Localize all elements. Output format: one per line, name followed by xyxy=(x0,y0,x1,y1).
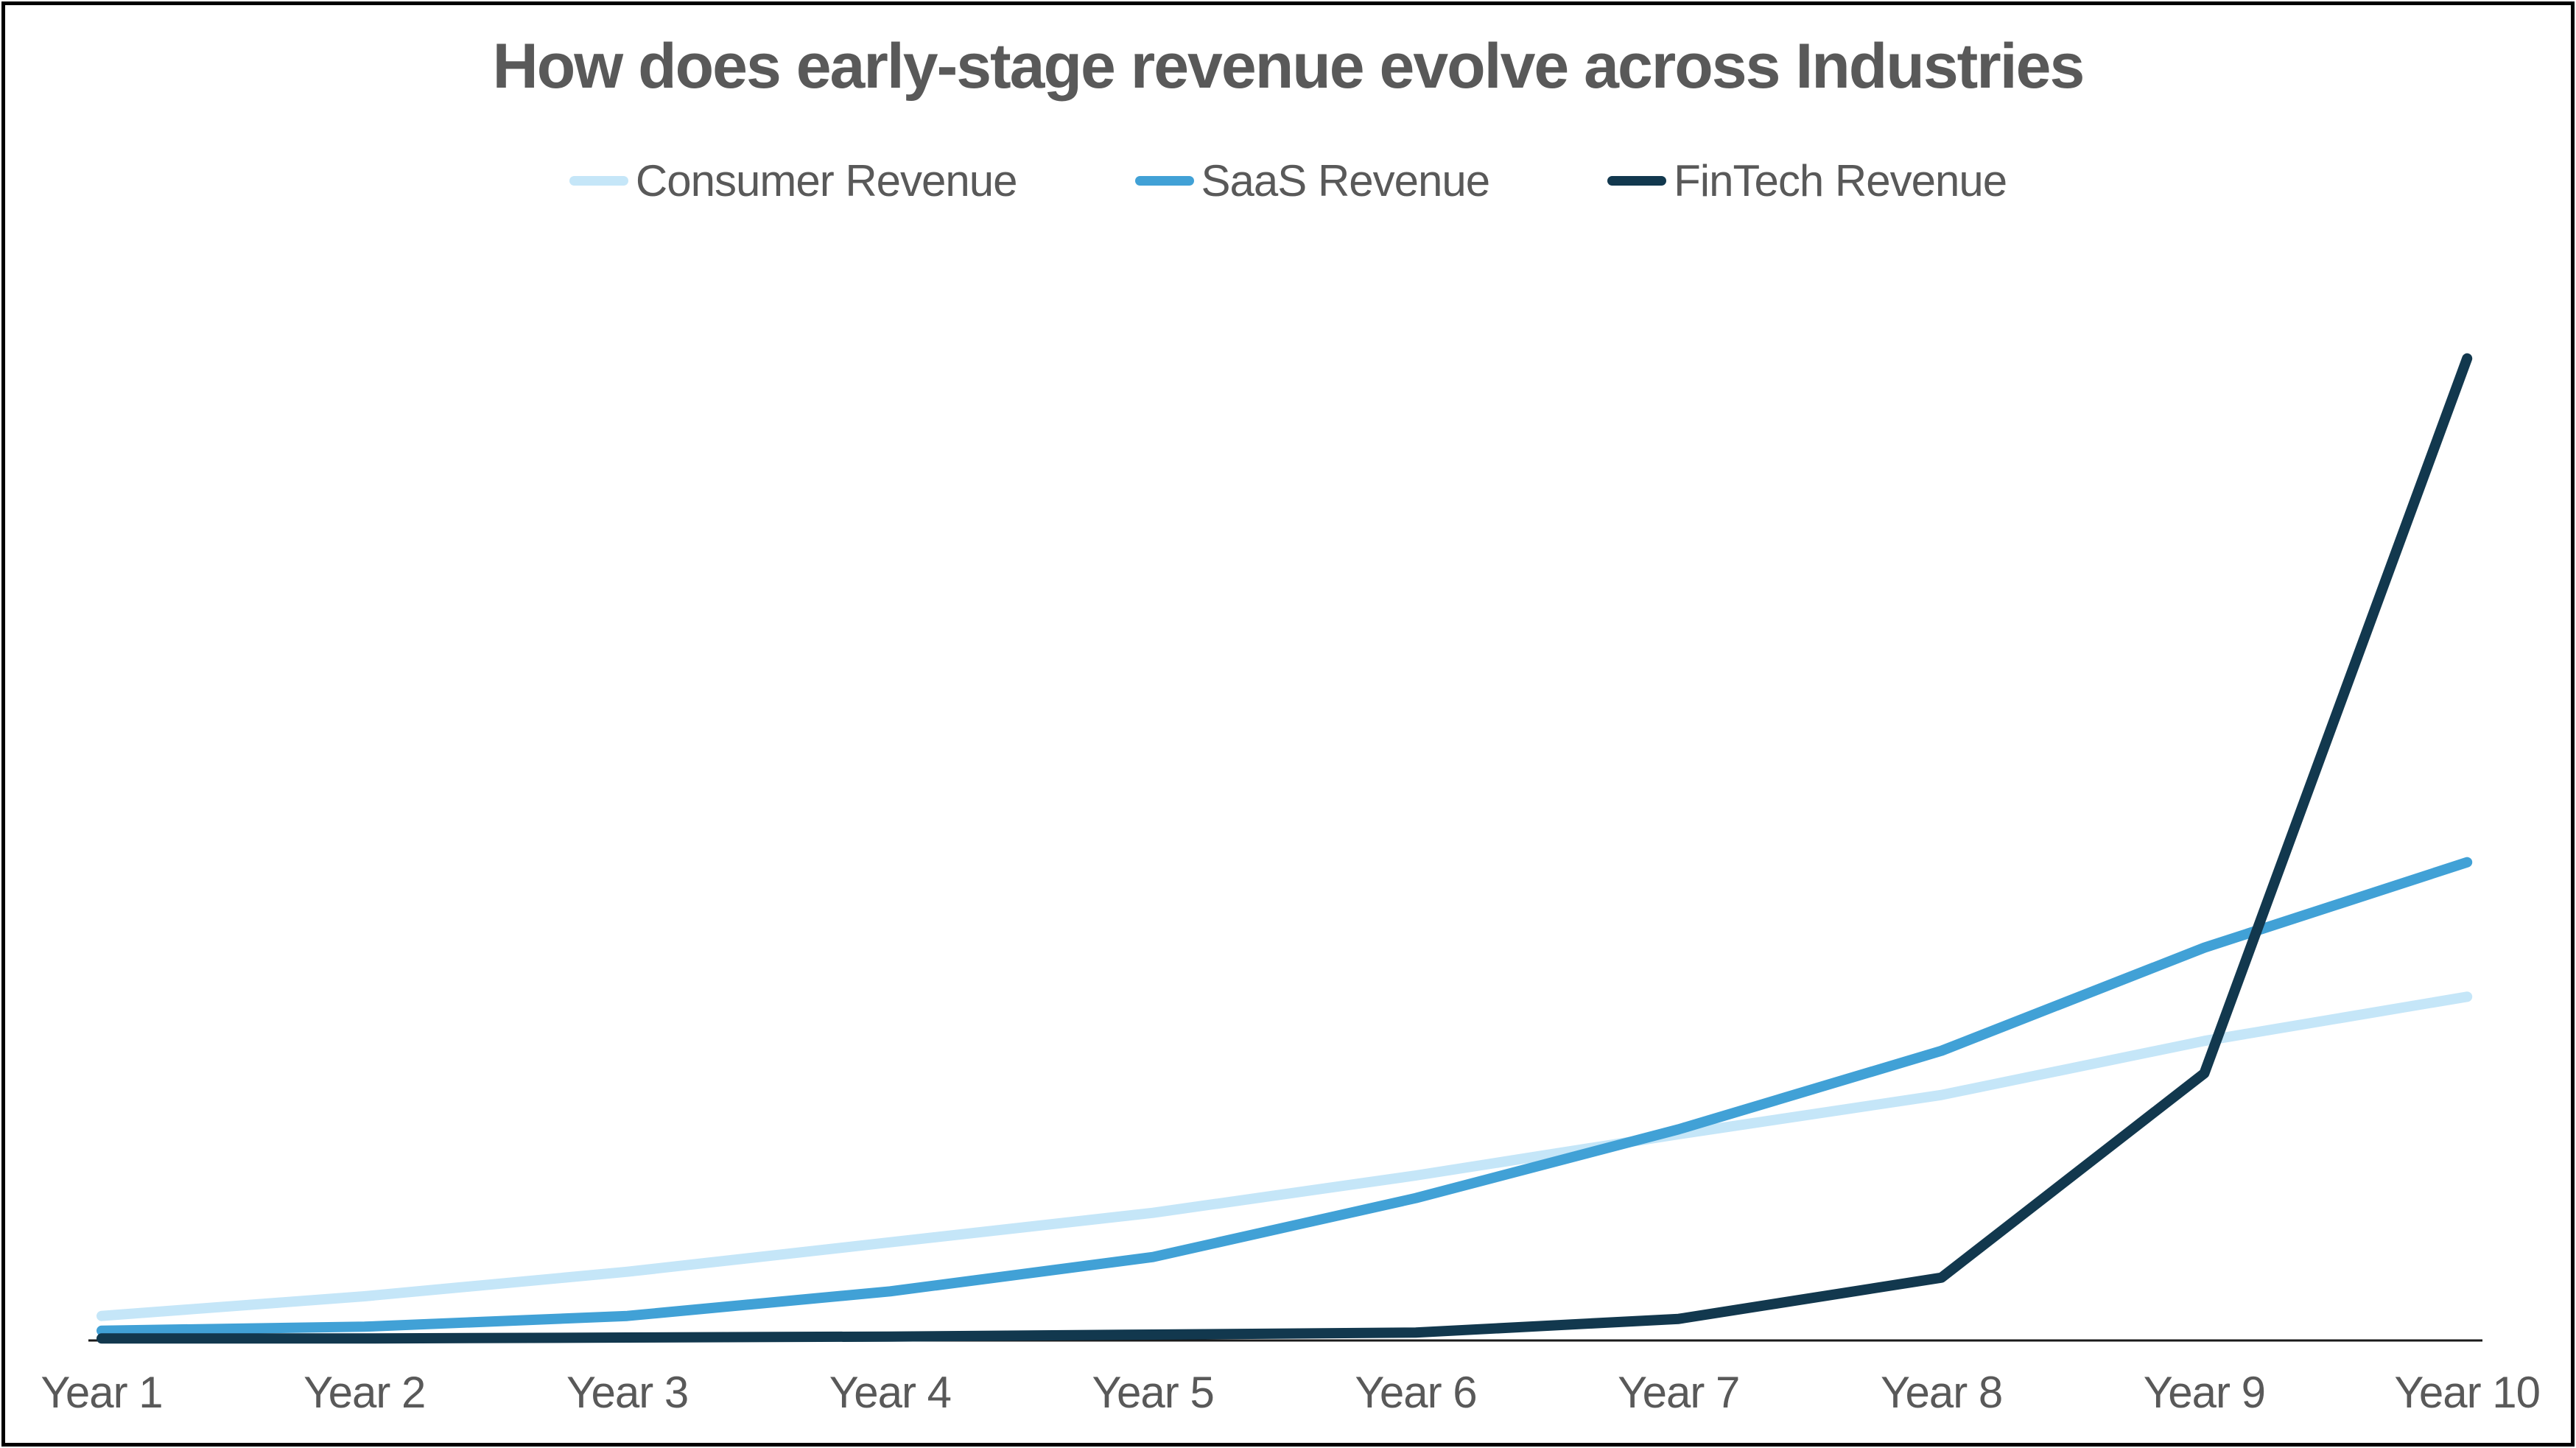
fintech-revenue-line xyxy=(96,353,2473,1344)
x-axis-label-8: Year 8 xyxy=(1880,1368,2003,1417)
x-axis-label-4: Year 4 xyxy=(829,1368,952,1417)
legend-label: SaaS Revenue xyxy=(1201,156,1491,205)
x-axis-label-5: Year 5 xyxy=(1092,1368,1215,1417)
saas-revenue-line xyxy=(96,857,2473,1336)
x-axis-label-2: Year 2 xyxy=(303,1368,426,1417)
legend-label: FinTech Revenue xyxy=(1674,156,2007,205)
chart-title: How does early-stage revenue evolve acro… xyxy=(492,31,2085,102)
x-axis-label-6: Year 6 xyxy=(1355,1368,1477,1417)
x-axis-label-7: Year 7 xyxy=(1618,1368,1740,1417)
consumer-revenue-line xyxy=(96,991,2473,1321)
legend-item-consumer-revenue: Consumer Revenue xyxy=(569,155,1018,206)
legend-item-saas-revenue: SaaS Revenue xyxy=(1134,155,1491,206)
x-axis-label-3: Year 3 xyxy=(566,1368,689,1417)
x-axis-label-10: Year 10 xyxy=(2394,1368,2541,1417)
legend: Consumer Revenue SaaS Revenue FinTech Reve… xyxy=(5,155,2571,206)
line-chart-plot xyxy=(88,353,2482,1344)
x-axis-label-1: Year 1 xyxy=(41,1368,163,1417)
legend-label: Consumer Revenue xyxy=(635,156,1018,205)
legend-swatch-icon xyxy=(1607,176,1667,186)
x-axis-label-9: Year 9 xyxy=(2143,1368,2266,1417)
legend-swatch-icon xyxy=(569,176,628,186)
legend-item-fintech-revenue: FinTech Revenue xyxy=(1607,155,2007,206)
legend-swatch-icon xyxy=(1134,176,1194,186)
